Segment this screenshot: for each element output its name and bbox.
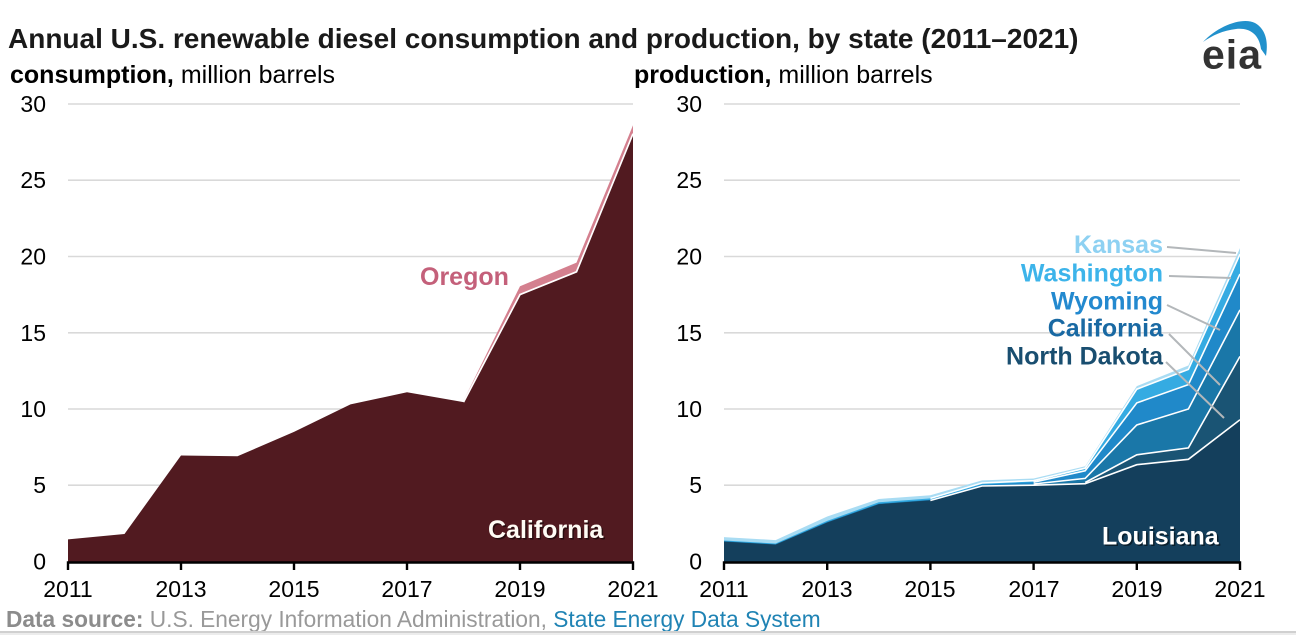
svg-text:2021: 2021 xyxy=(607,576,658,602)
svg-text:Annual U.S. renewable diesel c: Annual U.S. renewable diesel consumption… xyxy=(8,23,1079,54)
svg-text:Louisiana: Louisiana xyxy=(1102,523,1220,551)
svg-text:5: 5 xyxy=(689,472,702,498)
svg-text:15: 15 xyxy=(676,320,702,346)
svg-text:California: California xyxy=(490,518,606,546)
svg-text:eia: eia xyxy=(1202,32,1262,78)
svg-text:2011: 2011 xyxy=(699,576,748,602)
svg-text:Data source: U.S. Energy Infor: Data source: U.S. Energy Information Adm… xyxy=(6,606,821,632)
svg-text:30: 30 xyxy=(676,91,702,117)
svg-text:2017: 2017 xyxy=(381,576,432,602)
svg-text:2013: 2013 xyxy=(155,576,206,602)
svg-text:20: 20 xyxy=(20,244,46,270)
svg-text:consumption, million barrels: consumption, million barrels xyxy=(10,61,335,89)
svg-text:10: 10 xyxy=(676,396,702,422)
svg-text:2021: 2021 xyxy=(1214,576,1265,602)
svg-text:0: 0 xyxy=(689,549,702,575)
svg-text:Louisiana: Louisiana xyxy=(1104,524,1222,552)
svg-text:California: California xyxy=(488,516,604,544)
svg-text:2011: 2011 xyxy=(43,576,92,602)
svg-text:2013: 2013 xyxy=(801,576,852,602)
svg-text:20: 20 xyxy=(676,244,702,270)
svg-text:15: 15 xyxy=(20,320,46,346)
svg-text:California: California xyxy=(1048,315,1164,343)
svg-text:Wyoming: Wyoming xyxy=(1051,288,1163,316)
svg-text:10: 10 xyxy=(20,396,46,422)
svg-text:production, million barrels: production, million barrels xyxy=(634,61,933,89)
svg-text:25: 25 xyxy=(676,167,702,193)
svg-text:2015: 2015 xyxy=(904,576,955,602)
svg-text:30: 30 xyxy=(20,91,46,117)
svg-text:North Dakota: North Dakota xyxy=(1006,343,1164,371)
svg-text:Kansas: Kansas xyxy=(1074,231,1163,259)
svg-text:0: 0 xyxy=(33,549,46,575)
svg-text:Oregon: Oregon xyxy=(420,263,509,291)
svg-text:2017: 2017 xyxy=(1008,576,1059,602)
svg-text:2019: 2019 xyxy=(1111,576,1162,602)
svg-text:2015: 2015 xyxy=(268,576,319,602)
svg-text:5: 5 xyxy=(33,472,46,498)
svg-text:Washington: Washington xyxy=(1021,260,1163,288)
svg-text:25: 25 xyxy=(20,167,46,193)
svg-text:2019: 2019 xyxy=(494,576,545,602)
